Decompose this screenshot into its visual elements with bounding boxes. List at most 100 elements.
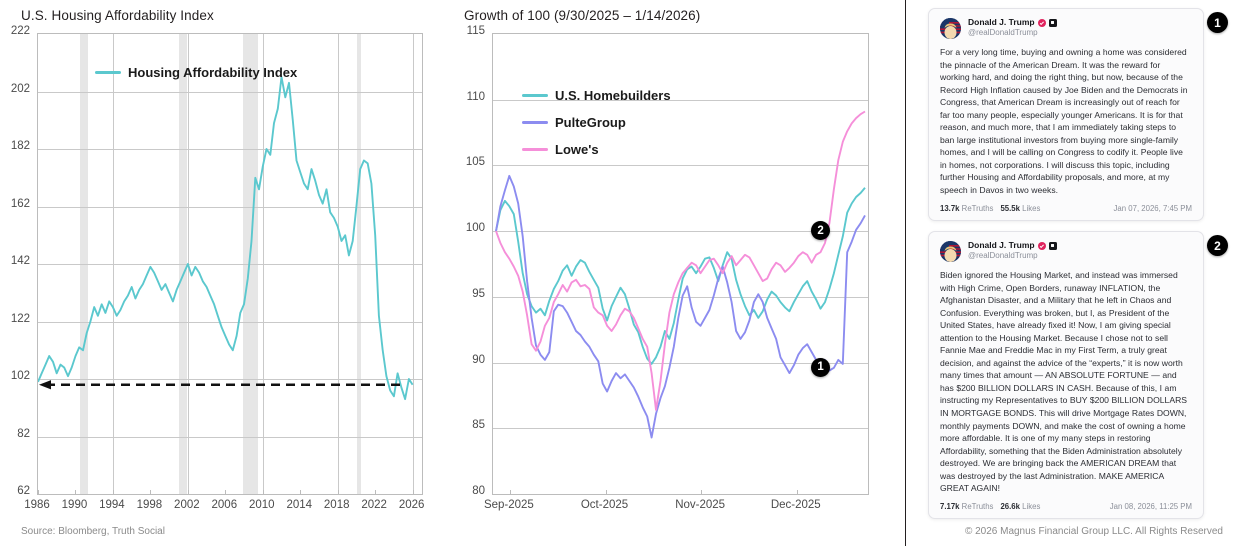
x-axis-tick bbox=[797, 490, 798, 494]
source-note: Source: Bloomberg, Truth Social bbox=[21, 526, 165, 537]
y-axis-tick-label: 222 bbox=[10, 25, 30, 37]
x-axis-tick-label: Nov-2025 bbox=[675, 499, 726, 511]
series-line bbox=[495, 174, 866, 439]
series-line bbox=[495, 187, 866, 365]
x-axis-tick bbox=[38, 490, 39, 494]
truth-social-posts-panel: Donald J. Trump @realDonaldTrump For a ver… bbox=[907, 0, 1239, 546]
gridline bbox=[493, 165, 868, 166]
x-axis-tick bbox=[413, 490, 414, 494]
chart-panel-growth-of-100: Growth of 100 (9/30/2025 – 1/14/2026) U.… bbox=[452, 0, 907, 546]
growth-series-group bbox=[495, 110, 866, 439]
x-axis-tick bbox=[225, 490, 226, 494]
x-axis-tick bbox=[701, 490, 702, 494]
x-axis-tick-label: 1990 bbox=[61, 499, 88, 511]
chart-callout-badge-2[interactable]: 2 bbox=[811, 221, 831, 241]
x-axis-tick bbox=[375, 490, 376, 494]
post-identity: Donald J. Trump @realDonaldTrump bbox=[968, 17, 1057, 39]
legend-color-swatch bbox=[522, 148, 548, 151]
x-axis-tick-label: 2018 bbox=[323, 499, 350, 511]
chart-legend-left: Housing Affordability Index bbox=[95, 61, 297, 83]
y-axis-tick-label: 80 bbox=[472, 485, 485, 497]
y-axis-tick-label: 162 bbox=[10, 197, 30, 210]
copyright-note: © 2026 Magnus Financial Group LLC. All R… bbox=[964, 526, 1223, 537]
post-author-handle: @realDonaldTrump bbox=[968, 28, 1038, 38]
chart-panel-housing-affordability: U.S. Housing Affordability Index Housing… bbox=[0, 0, 452, 546]
avatar[interactable] bbox=[940, 18, 961, 39]
official-badge-icon bbox=[1048, 18, 1057, 27]
legend-item-label: Lowe's bbox=[555, 142, 599, 157]
y-axis-tick-label: 122 bbox=[10, 312, 30, 325]
vertical-gridline bbox=[263, 34, 264, 494]
y-axis-tick-label: 102 bbox=[10, 370, 30, 382]
x-axis-tick-label: 2026 bbox=[398, 499, 425, 511]
post-engagement-stats: 13.7k ReTruths 55.5k Likes bbox=[940, 204, 1047, 213]
retruths-stat[interactable]: 13.7k ReTruths bbox=[940, 203, 994, 213]
legend-item[interactable]: Housing Affordability Index bbox=[95, 61, 297, 83]
growth-of-100-plot bbox=[492, 33, 869, 495]
page-title: U.S. Housing Affordability Index bbox=[21, 8, 214, 23]
post-callout-badge-1[interactable]: 1 bbox=[1207, 12, 1228, 33]
housing-affordability-plot bbox=[37, 33, 423, 495]
y-axis-tick-label: 202 bbox=[10, 82, 30, 95]
official-badge-icon bbox=[1048, 241, 1057, 250]
x-axis-tick-label: 2022 bbox=[361, 499, 387, 511]
post-author-name: Donald J. Trump bbox=[968, 240, 1035, 250]
retruths-stat[interactable]: 7.17k ReTruths bbox=[940, 501, 994, 511]
x-axis-tick bbox=[338, 490, 339, 494]
avatar[interactable] bbox=[940, 241, 961, 262]
gridline bbox=[493, 231, 868, 232]
x-axis-tick bbox=[188, 490, 189, 494]
post-callout-badge-2[interactable]: 2 bbox=[1207, 235, 1228, 256]
x-axis-tick bbox=[606, 490, 607, 494]
gridline bbox=[493, 363, 868, 364]
post-author-handle: @realDonaldTrump bbox=[968, 251, 1038, 261]
post-author-name: Donald J. Trump bbox=[968, 17, 1035, 27]
arrowhead-icon bbox=[39, 380, 51, 390]
x-axis-tick-label: Dec-2025 bbox=[770, 499, 821, 511]
y-axis-tick-label: 105 bbox=[465, 156, 485, 169]
x-axis-tick bbox=[113, 490, 114, 494]
x-axis-tick-label: 2014 bbox=[286, 499, 313, 511]
likes-stat[interactable]: 55.5k Likes bbox=[1000, 203, 1041, 213]
post-engagement-stats: 7.17k ReTruths 26.6k Likes bbox=[940, 502, 1047, 511]
legend-item-label: U.S. Homebuilders bbox=[555, 88, 671, 103]
legend-item-label: Housing Affordability Index bbox=[128, 64, 298, 80]
post-footer: 7.17k ReTruths 26.6k Likes Jan 08, 2026, 1… bbox=[940, 502, 1192, 511]
post-body-text: For a very long time, buying and owning … bbox=[940, 47, 1188, 196]
x-axis-tick bbox=[300, 490, 301, 494]
post-identity: Donald J. Trump @realDonaldTrump bbox=[968, 240, 1057, 262]
post-timestamp: Jan 08, 2026, 11:25 PM bbox=[1109, 501, 1192, 511]
y-axis-tick-label: 100 bbox=[465, 222, 485, 235]
x-axis-tick bbox=[150, 490, 151, 494]
x-axis-tick-label: 2010 bbox=[248, 499, 275, 511]
y-axis-tick-label: 85 bbox=[472, 419, 485, 432]
housing-affordability-series bbox=[38, 76, 414, 401]
truth-social-post[interactable]: Donald J. Trump @realDonaldTrump Biden ign… bbox=[928, 231, 1204, 519]
x-axis-tick bbox=[263, 490, 264, 494]
x-axis-tick bbox=[75, 490, 76, 494]
legend-color-swatch bbox=[522, 94, 548, 97]
legend-color-swatch bbox=[522, 121, 548, 124]
gridline bbox=[38, 437, 422, 438]
gridline bbox=[38, 322, 422, 323]
chart-callout-badge-1[interactable]: 1 bbox=[811, 357, 831, 377]
chart-legend-right: U.S. Homebuilders PulteGroup Lowe's bbox=[522, 82, 671, 163]
likes-stat[interactable]: 26.6k Likes bbox=[1000, 501, 1041, 511]
truth-social-post[interactable]: Donald J. Trump @realDonaldTrump For a ver… bbox=[928, 8, 1204, 221]
gridline bbox=[38, 149, 422, 150]
gridline bbox=[38, 207, 422, 208]
gridline bbox=[38, 379, 422, 380]
legend-color-swatch bbox=[95, 70, 121, 74]
gridline bbox=[493, 428, 868, 429]
x-axis-tick-label: 1998 bbox=[136, 499, 163, 511]
post-name-row: Donald J. Trump bbox=[968, 17, 1057, 27]
legend-item[interactable]: PulteGroup bbox=[522, 109, 671, 136]
legend-item[interactable]: U.S. Homebuilders bbox=[522, 82, 671, 109]
panel-divider bbox=[905, 0, 906, 546]
legend-item[interactable]: Lowe's bbox=[522, 136, 671, 163]
post-footer: 13.7k ReTruths 55.5k Likes Jan 07, 2026, 7… bbox=[940, 204, 1192, 213]
y-axis-tick-label: 95 bbox=[472, 287, 485, 300]
y-axis-tick-label: 115 bbox=[466, 25, 485, 37]
y-axis-tick-label: 82 bbox=[17, 427, 30, 440]
